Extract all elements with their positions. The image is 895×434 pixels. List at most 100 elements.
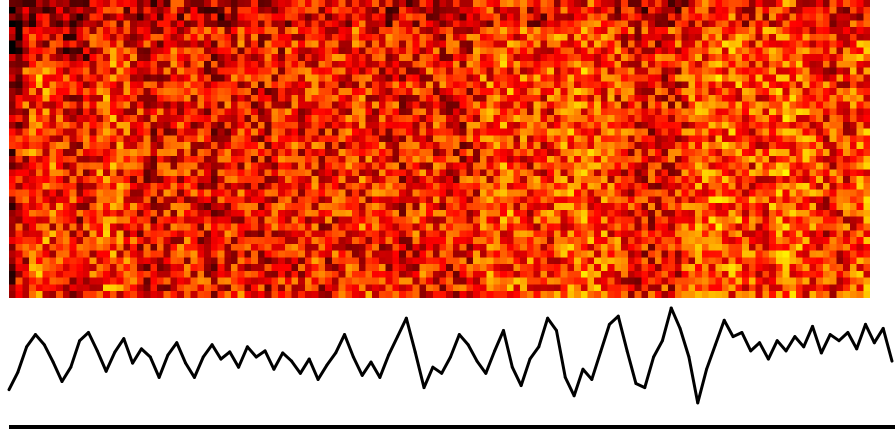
trace-segment [546, 316, 558, 332]
trace-segment [687, 355, 700, 405]
trace-segment [793, 335, 806, 349]
trace-segment [219, 350, 232, 361]
trace-segment [590, 350, 603, 381]
trace-segment [634, 382, 647, 390]
trace-segment [201, 343, 214, 359]
trace-segment [60, 365, 73, 383]
trace-segment [7, 370, 20, 392]
trace-segment [431, 365, 444, 375]
trace-segment [731, 331, 744, 339]
trace-segment [660, 306, 673, 343]
trace-segment [846, 331, 859, 351]
trace-segment [228, 350, 241, 369]
trace-segment [237, 345, 249, 369]
trace-segment [811, 324, 823, 355]
trace-segment [440, 355, 452, 375]
trace-segment [404, 316, 417, 354]
trace-segment [175, 341, 188, 365]
trace-segment [819, 333, 832, 355]
trace-segment [669, 306, 682, 330]
baseline-rule [9, 425, 895, 429]
trace-segment [33, 333, 46, 347]
trace-segment [387, 335, 400, 357]
trace-segment [272, 351, 285, 371]
trace-segment [166, 341, 179, 357]
trace-segment [122, 337, 135, 365]
trace-segment [484, 349, 497, 375]
trace-segment [78, 331, 90, 343]
trace-segment [625, 349, 638, 386]
waveform-trace-chart [7, 306, 894, 405]
trace-segment [652, 339, 664, 359]
trace-segment [872, 326, 885, 345]
trace-segment [316, 363, 329, 381]
trace-segment [139, 347, 152, 359]
trace-segment [184, 361, 196, 379]
trace-segment [554, 328, 567, 379]
trace-segment [563, 375, 576, 398]
trace-segment [713, 318, 726, 347]
trace-segment [501, 328, 514, 369]
trace-segment [784, 335, 797, 353]
trace-segment [192, 355, 205, 379]
trace-segment [351, 355, 364, 377]
trace-segment [449, 333, 461, 359]
trace-segment [775, 339, 788, 353]
trace-segment [572, 367, 585, 398]
trace-segment [705, 343, 717, 371]
trace-segment [413, 350, 426, 390]
trace-segment [493, 328, 505, 353]
trace-segment [881, 326, 894, 363]
trace-segment [157, 353, 170, 379]
trace-segment [864, 322, 876, 345]
trace-segment [802, 324, 815, 349]
trace-segment [95, 349, 108, 373]
trace-segment [113, 337, 126, 354]
trace-segment [86, 331, 99, 353]
trace-segment [325, 351, 338, 367]
trace-segment [519, 357, 532, 388]
heatmap-spectrogram [9, 0, 870, 298]
trace-segment [307, 357, 320, 381]
trace-segment [837, 331, 850, 343]
trace-segment [16, 345, 29, 374]
trace-segment [722, 318, 735, 339]
trace-segment [343, 333, 355, 359]
trace-segment [396, 316, 408, 339]
trace-segment [581, 367, 594, 381]
trace-segment [475, 359, 488, 375]
trace-segment [422, 365, 435, 390]
trace-segment [466, 343, 479, 363]
trace-segment [537, 316, 550, 349]
trace-segment [510, 365, 523, 388]
trace-segment [378, 353, 391, 379]
trace-segment [25, 333, 37, 349]
trace-segment [607, 314, 620, 326]
trace-segment [369, 360, 382, 379]
trace-segment [334, 333, 347, 355]
trace-segment [855, 322, 868, 351]
trace-segment [245, 345, 258, 359]
trace-segment [51, 360, 64, 383]
trace-segment [104, 350, 117, 373]
trace-segment [758, 341, 770, 361]
trace-segment [678, 326, 691, 359]
trace-segment [740, 331, 753, 353]
trace-segment [281, 351, 294, 363]
trace-segment [457, 333, 470, 347]
trace-segment [131, 347, 143, 365]
trace-segment [69, 339, 82, 369]
trace-segment [254, 349, 267, 359]
trace-segment [749, 341, 762, 353]
trace-segment [616, 314, 629, 353]
trace-segment [696, 367, 709, 405]
trace-segment [148, 355, 161, 379]
trace-segment [360, 360, 373, 377]
trace-segment [210, 343, 223, 361]
trace-segment [42, 343, 55, 364]
trace-segment [263, 349, 276, 371]
trace-segment [298, 357, 311, 375]
trace-segment [766, 339, 779, 361]
trace-segment [643, 355, 656, 390]
trace-segment [290, 359, 302, 375]
